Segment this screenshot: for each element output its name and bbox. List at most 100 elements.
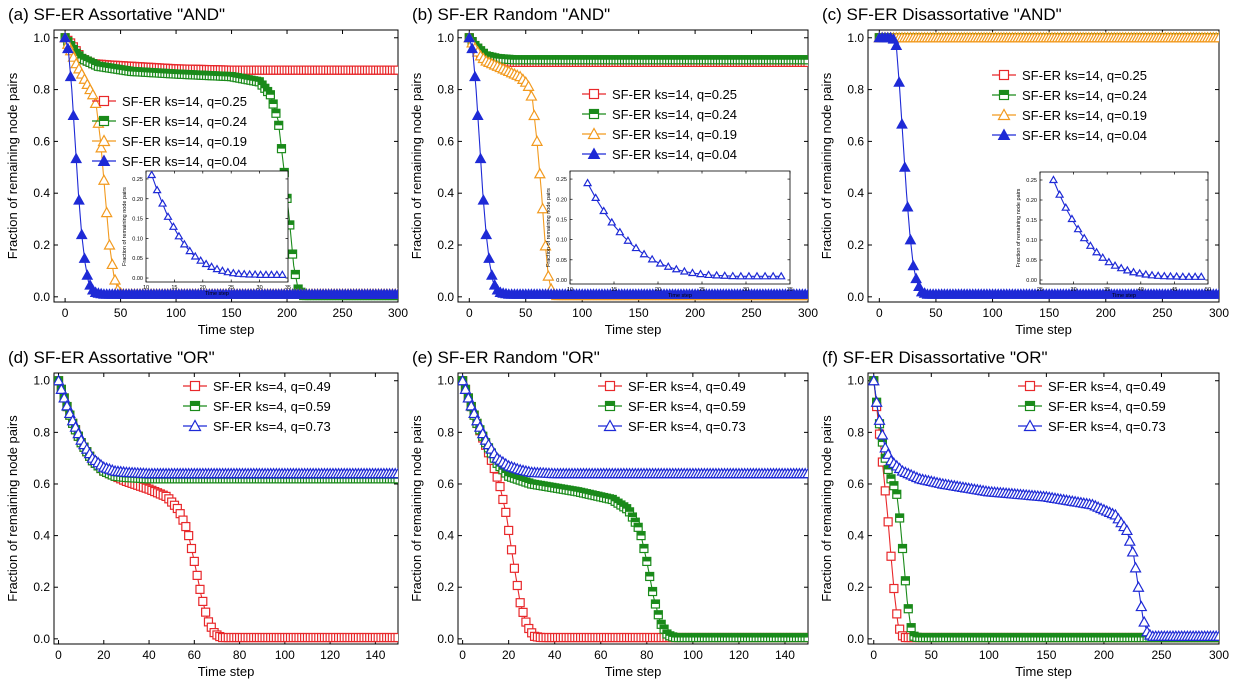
panel-4-legend-item: SF-ER ks=4, q=0.73 [183,419,331,434]
panel-1-inset-series-1-point [174,231,184,240]
panel-4-series-3-point [391,467,398,479]
panel-2-inset-series-1-point [607,217,617,226]
panel-1-series-2-point-fill [291,270,300,275]
panel-1-series-3-point [103,238,116,250]
panel-1-inset-x-tick-label: 10 [143,285,149,291]
panel-2-x-tick-label: 0 [466,306,473,320]
panel-3-inset-y-tick-label: 0.20 [1026,198,1037,204]
panel-2-inset-x-tick-label: 30 [743,287,749,293]
panel-6-series-2-point-fill [887,474,896,479]
panel-1-y-tick-label: 0.0 [33,290,50,304]
panel-1-series-4-point [78,252,91,263]
panel-2-inset-plot-frame [569,170,791,285]
panel-5-series-2-point-fill [631,518,640,523]
panel-2-inset-series-1-point [736,271,746,280]
panel-2-series-4 [463,31,808,299]
panel-1-series-2-point-fill [294,285,303,290]
panel-6-y-tick-label: 1.0 [847,374,864,388]
panel-1-inset-series-1-point [256,270,266,278]
panel-1-series-2-point [265,90,275,100]
panel-5-title: (e) SF-ER Random "OR" [412,348,600,367]
legend-marker [1023,419,1037,432]
panel-5-series-1-point [498,494,508,505]
panel-3-inset-series-group [1048,175,1206,280]
panel-6-series-2-point [900,576,911,586]
panel-1-inset-y-tick-label: 0.00 [132,276,143,282]
panel-5-y-tick-label: 1.0 [437,374,454,388]
panel-1-series-2-point-fill [255,77,264,82]
panel-4-series-1-point [195,584,205,594]
panel-1-series-4-point [392,288,398,299]
panel-6-series-1-point [886,551,896,561]
panel-6-series-2-point [897,543,908,554]
panel-1-series-2-point-fill [280,168,289,173]
panel-5-legend-item: SF-ER ks=4, q=0.49 [598,379,746,394]
panel-6-series-3-point [1123,534,1136,546]
panel-1-series-2-point [276,144,287,154]
legend-marker [588,108,600,120]
panel-3-series-4-point [896,118,908,129]
panel-3-series-group [873,31,1219,299]
panel-6-legend-item: SF-ER ks=4, q=0.49 [1018,379,1166,394]
panel-2-inset-series-1-point [591,193,601,202]
panel-6-title: (f) SF-ER Disassortative "OR" [822,348,1048,367]
panel-5-series-3-point [458,374,469,386]
panel-2-series-4-point [802,288,808,299]
panel-5-series-2-point-fill [660,625,669,630]
panel-3-series-4-point [904,233,917,245]
panel-3-inset-series-1-point [1159,271,1169,280]
panel-2-inset-series-1 [583,178,786,280]
panel-3-inset-series-1-point [1085,241,1095,249]
panel-2-inset-x-tick-label: 20 [655,287,661,293]
panel-1-y-axis-label: Fraction of remaining node pairs [5,72,20,259]
panel-3-inset-series-1-point [1092,247,1102,256]
panel-5-series-2-point [642,556,652,567]
panel-3-series-4-point [910,272,922,284]
panel-2-y-tick-label: 0.6 [437,134,454,148]
panel-2-legend-item: SF-ER ks=14, q=0.25 [582,87,737,102]
panel-2-inset-y-tick-label: 0.05 [556,258,567,264]
panel-1-inset-series-1-point [228,268,238,277]
panel-1-inset-series-1-point [212,264,222,273]
panel-3-x-tick-label: 0 [876,306,883,320]
panel-3-series-4-point [893,76,905,87]
panel-3-legend: SF-ER ks=14, q=0.25 SF-ER ks=14, q=0.24 SF… [992,68,1147,143]
panel-6-y-tick-label: 0.0 [847,632,864,646]
panel-3-x-tick-label: 100 [983,306,1003,320]
panel-5-series-3 [458,374,808,479]
panel-2-inset-series-1-point [704,270,714,279]
panel-3-inset-x-tick-label: 25 [1037,287,1043,293]
chart-panel-4: 0 20 40 60 80 100 120 140 0.0 0.2 0.4 0.6 0.8 1.0 (d) … [5,348,399,679]
panel-3-inset-y-tick-label: 0.15 [1026,218,1037,224]
panel-1-series-2-point [290,269,300,280]
panel-6-series-2-point-fill [904,604,913,609]
panel-5-series-1-point [492,472,502,482]
panel-4-series-3-point [54,374,65,386]
panel-2-legend-item: SF-ER ks=14, q=0.24 [582,107,737,122]
panel-2-inset-series-1-point [583,178,593,187]
panel-6-series-1-point [883,517,893,527]
panel-1-inset-series-1-point [201,259,211,268]
panel-4-series-1-point [192,570,202,580]
panel-3-series-4 [873,31,1219,299]
panel-2-series-4-point [480,228,493,240]
panel-4-series-3 [54,374,398,479]
panel-1-x-tick-label: 300 [388,306,408,320]
panel-1-legend-item: SF-ER ks=14, q=0.25 [92,94,247,109]
panel-5-series-group [458,374,808,643]
panel-2-inset-x-tick-label: 15 [611,287,617,293]
panel-5-series-1-point [501,507,511,517]
legend-marker [998,89,1010,101]
panel-3-inset-y-axis-label: Fraction of remaining node pairs [1016,188,1022,267]
panel-6-series-3-point [868,374,880,386]
legend-label: SF-ER ks=4, q=0.59 [628,399,746,414]
panel-6-y-tick-label: 0.6 [847,477,864,491]
panel-5-x-tick-label: 60 [594,648,608,662]
panel-1-series-3-point [95,141,108,153]
panel-2-inset-series-1-point [631,243,641,252]
panel-2-inset-series-1-point [647,254,657,263]
panel-4-y-axis-label: Fraction of remaining node pairs [5,415,20,602]
panel-1-series-4-point [70,152,83,164]
panel-2-series-3-point [522,80,535,91]
panel-3-inset-plot-frame [1039,171,1209,285]
